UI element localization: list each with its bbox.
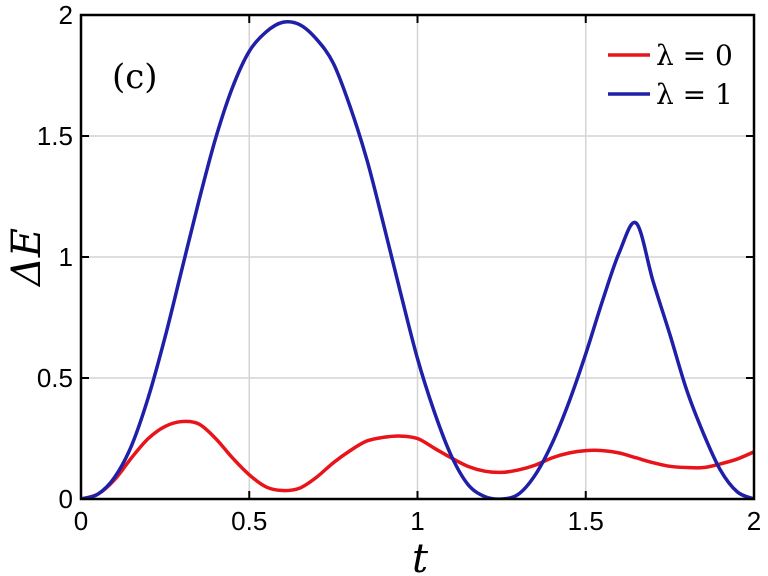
y-tick-label: 1.5: [37, 121, 73, 151]
tick-marks: [80, 14, 755, 500]
x-tick-label: 1: [410, 506, 424, 536]
y-tick-label: 2: [59, 0, 73, 30]
grid-lines: [81, 15, 754, 499]
x-tick-label: 0.5: [231, 506, 267, 536]
y-tick-label: 1: [59, 242, 73, 272]
legend-box: [596, 30, 746, 114]
legend-entry-1: λ = 1: [656, 78, 733, 111]
series-line-1: [81, 19, 754, 499]
legend: λ = 0 λ = 1: [596, 30, 746, 114]
series-layer: [81, 19, 754, 499]
x-tick-label: 2: [747, 506, 761, 536]
tick-labels: 0 0.5 1 1.5 2 0 0.5 1 1.5 2: [37, 0, 761, 536]
y-axis-label: ΔE: [4, 228, 50, 288]
legend-entry-0: λ = 0: [656, 39, 733, 72]
series-line-0: [81, 419, 754, 499]
y-tick-label: 0.5: [37, 363, 73, 393]
panel-label: (c): [112, 57, 158, 97]
x-tick-label: 0: [74, 506, 88, 536]
x-tick-label: 1.5: [568, 506, 604, 536]
x-axis-label: t: [412, 536, 429, 576]
y-tick-label: 0: [59, 484, 73, 514]
